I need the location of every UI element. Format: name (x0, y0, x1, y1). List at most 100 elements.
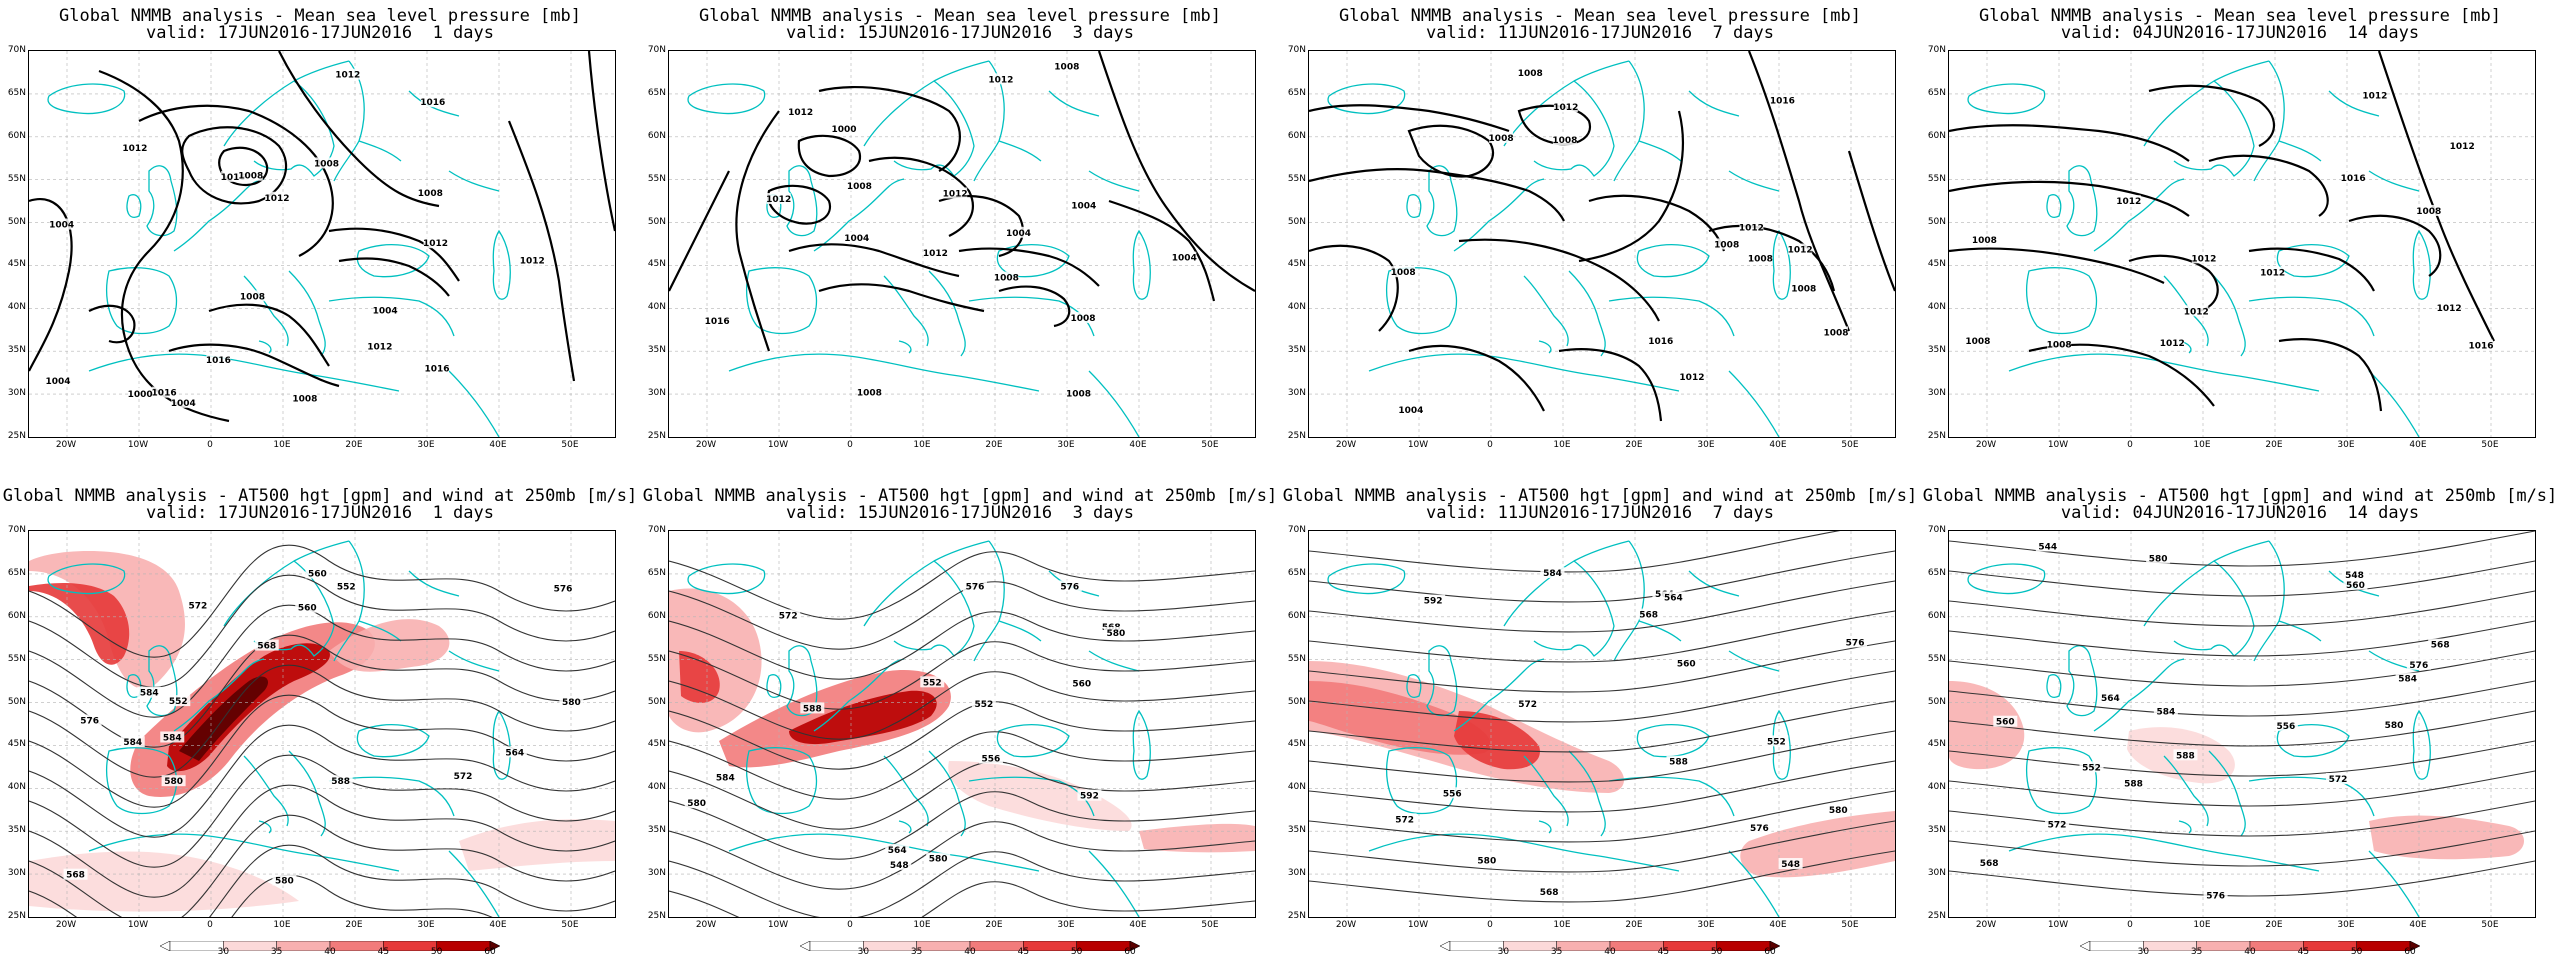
contour-label-background (1661, 591, 1686, 603)
contour-label-background (2121, 777, 2146, 789)
latitude-tick-label: 50N (1927, 696, 1946, 707)
contour-label-background (373, 304, 398, 316)
contour-label-background (1103, 626, 1128, 638)
coastline (408, 90, 500, 192)
contour-label-background (2341, 171, 2366, 183)
contour-label: 1016 (1648, 337, 1673, 347)
wind-speed-shading (459, 819, 615, 871)
coastline (1967, 83, 2046, 115)
longitude-tick-label: 30E (1057, 920, 1075, 930)
coastline (728, 353, 1040, 392)
isobar-contour (1847, 150, 1895, 292)
longitude-tick-label: 50E (2481, 920, 2499, 930)
isobar-contour (507, 120, 576, 382)
contour-label-background (1054, 60, 1079, 72)
contour-label-background (1553, 101, 1578, 113)
coastline (883, 275, 929, 354)
contour-label: 548 (2345, 571, 2364, 581)
latitude-tick-label: 70N (1287, 525, 1306, 535)
latitude-tick-label: 55N (1927, 653, 1946, 664)
contour-label-background (926, 852, 951, 864)
colorbar-label: 50 (1070, 947, 1083, 957)
contour-label-background (1489, 131, 1514, 143)
geopotential-contour (1309, 730, 1895, 783)
contour-label: 1004 (1172, 254, 1197, 264)
contour-label-background (122, 142, 147, 154)
panel-valid-date: valid: 04JUN2016-17JUN2016 14 days (2060, 23, 2420, 43)
coastline (243, 275, 289, 354)
longitude-tick-label: 50E (1841, 920, 1859, 930)
geopotential-contour (669, 881, 1255, 917)
latitude-tick-label: 45N (1287, 739, 1306, 750)
coastline (2046, 165, 2098, 237)
geopotential-contour (1949, 770, 2535, 807)
isobar-contour (2208, 154, 2329, 217)
contour-label: 1004 (171, 399, 196, 409)
longitude-tick-label: 10W (127, 440, 149, 450)
latitude-tick-label: 30N (7, 388, 26, 399)
contour-label: 1008 (1972, 236, 1997, 246)
contour-label-background (1824, 326, 1849, 338)
contour-label: 572 (188, 602, 207, 612)
contour-label: 584 (716, 774, 735, 784)
contour-label: 580 (164, 777, 183, 787)
contour-label-background (1739, 221, 1764, 233)
isobar-contour (1588, 194, 1726, 252)
contour-label: 1012 (2437, 304, 2462, 314)
contour-label-background (152, 386, 177, 398)
latitude-tick-label: 70N (1927, 525, 1946, 535)
isobar-contour (1458, 238, 1660, 322)
isobar-contour (1408, 344, 1545, 412)
contour-label: 568 (66, 871, 85, 881)
contour-label: 544 (2038, 543, 2057, 553)
geopotential-contour (1949, 710, 2535, 747)
longitude-tick-label: 40E (2409, 440, 2427, 450)
longitude-tick-label: 10W (1407, 440, 1429, 450)
colorbar-label: 30 (2137, 947, 2150, 957)
longitude-tick-label: 20W (55, 920, 77, 930)
contour-label-background (2382, 718, 2407, 730)
isobar-contour (328, 227, 460, 282)
longitude-tick-label: 10E (273, 920, 291, 930)
contour-label: 552 (923, 678, 942, 688)
colorbar-label: 60 (1124, 947, 1136, 957)
latitude-tick-label: 65N (1927, 87, 1946, 98)
contour-label: 1004 (49, 221, 74, 231)
latitude-tick-label: 30N (1927, 868, 1946, 879)
longitude-tick-label: 20E (345, 440, 363, 450)
contour-label-background (2098, 692, 2123, 704)
contour-label: 564 (888, 846, 907, 856)
isobar-contour (2278, 338, 2383, 412)
longitude-tick-label: 30E (2337, 920, 2355, 930)
longitude-tick-label: 20W (1975, 440, 1997, 450)
contour-label-background (367, 340, 392, 352)
contour-label: 580 (1106, 629, 1125, 639)
longitude-tick-label: 0 (2127, 440, 2133, 450)
contour-label-background (1066, 387, 1091, 399)
isobar-contour (1949, 124, 2190, 162)
contour-label: 1016 (206, 356, 231, 366)
contour-label-background (1679, 371, 1704, 383)
contour-label-background (2362, 89, 2387, 101)
contour-label-background (49, 218, 74, 230)
contour-label: 1004 (1071, 202, 1096, 212)
longitude-tick-label: 40E (489, 440, 507, 450)
contour-label: 576 (1846, 638, 1865, 648)
colorbar-label: 60 (2404, 947, 2416, 957)
contour-label: 552 (2082, 763, 2101, 773)
longitude-tick-label: 30E (1057, 440, 1075, 450)
latitude-tick-label: 70N (647, 525, 666, 535)
contour-label-background (2325, 773, 2350, 785)
contour-label-background (943, 187, 968, 199)
contour-label: 1012 (2116, 197, 2141, 207)
contour-label-background (1778, 858, 1803, 870)
isobar-contour (1097, 51, 1255, 292)
contour-label: 1016 (152, 389, 177, 399)
map-panel-6: Global NMMB analysis - AT500 hgt [gpm] a… (640, 480, 1280, 960)
latitude-tick-label: 35N (647, 825, 666, 836)
contour-label-background (1440, 787, 1465, 799)
contour-label: 1008 (1714, 240, 1739, 250)
contour-label-background (559, 695, 584, 707)
contour-label: 552 (1767, 737, 1786, 747)
coastline (356, 724, 430, 758)
